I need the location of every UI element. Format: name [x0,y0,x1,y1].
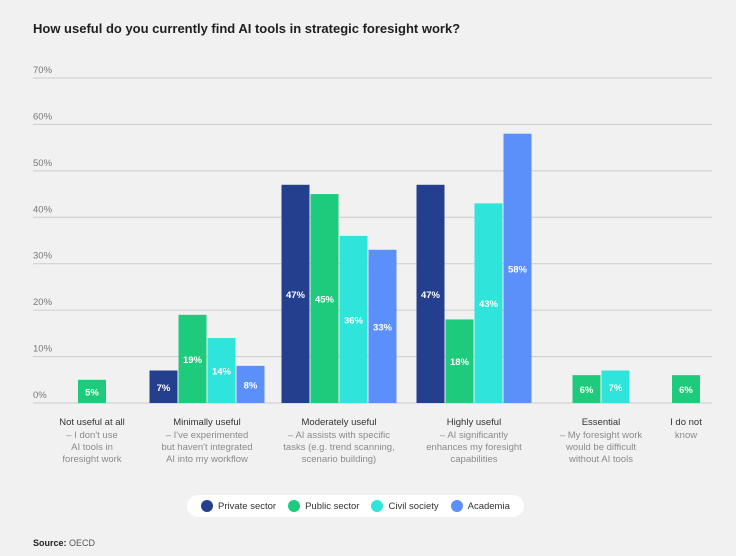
data-label: 5% [85,387,99,398]
legend: Private sector Public sector Civil socie… [187,495,524,517]
legend-item-civil-society[interactable]: Civil society [371,500,439,512]
x-category-label: Highly useful [447,417,501,428]
data-label: 47% [421,290,441,301]
x-category-desc: would be difficult [565,442,636,453]
data-label: 36% [344,315,364,326]
x-category-desc: – AI significantly [440,430,508,441]
y-tick-label: 60% [33,111,53,122]
bar [445,319,474,403]
legend-swatch-civil-society [371,500,384,512]
y-tick-label: 10% [33,344,53,355]
legend-label-civil-society: Civil society [388,500,439,512]
legend-swatch-public-sector [288,500,301,512]
x-category-label: Moderately useful [302,417,377,428]
legend-swatch-academia [450,500,463,512]
source-label: Source: [33,538,67,548]
x-category-desc: – I've experimented [166,430,249,441]
bar [236,365,265,403]
data-label: 6% [679,385,693,396]
bar [503,133,532,403]
bar [310,194,339,403]
data-label: 18% [450,357,470,368]
data-label: 14% [212,367,232,378]
bar [281,184,310,403]
bar [149,370,178,403]
bar [207,338,236,403]
x-category-label: Essential [582,417,621,428]
x-category-desc: capabilities [451,454,498,465]
x-category-desc: tasks (e.g. trend scanning, [283,442,394,453]
x-category-label: Minimally useful [173,417,241,428]
legend-label-private-sector: Private sector [218,500,277,512]
bar [572,375,601,403]
x-category-label: Not useful at all [59,417,124,428]
legend-item-public-sector[interactable]: Public sector [288,500,359,512]
legend-label-academia: Academia [467,500,510,512]
data-label: 6% [580,385,594,396]
x-category-desc: AI into my workflow [166,454,248,465]
x-category-desc: know [675,430,697,441]
x-category-label: I do not [670,417,702,428]
x-category-desc: but haven't integrated [161,442,252,453]
y-tick-label: 20% [33,297,53,308]
data-label: 8% [244,380,258,391]
legend-item-academia[interactable]: Academia [450,500,510,512]
x-category-desc: foresight work [62,454,121,465]
x-category-desc: enhances my foresight [426,442,522,453]
bar [339,235,368,403]
data-label: 33% [373,322,393,333]
chart-title: How useful do you currently find AI tool… [33,21,461,36]
source-note: Source: OECD [33,538,95,548]
data-label: 7% [609,383,623,394]
legend-label-public-sector: Public sector [305,500,360,512]
y-tick-label: 0% [33,390,47,401]
bar [672,375,700,403]
y-tick-label: 40% [33,204,53,215]
y-tick-label: 70% [33,65,53,76]
y-tick-label: 30% [33,251,53,262]
source-text: OECD [69,538,96,548]
legend-swatch-private-sector [201,500,213,512]
bar [178,314,207,403]
bar [601,370,630,403]
x-category-desc: AI tools in [71,442,113,453]
data-label: 47% [286,290,306,301]
x-category-desc: – AI assists with specific [288,430,390,441]
x-category-desc: – My foresight work [560,430,643,441]
bar [474,203,503,403]
x-category-desc: scenario building) [302,454,376,465]
data-label: 45% [315,295,335,306]
legend-item-private-sector[interactable]: Private sector [201,500,276,512]
data-label: 19% [183,355,203,366]
data-label: 58% [508,264,528,275]
x-category-desc: – I don't use [66,430,117,441]
x-category-desc: without AI tools [568,454,633,465]
bar [78,379,106,403]
data-label: 7% [157,383,171,394]
data-label: 43% [479,299,499,310]
bar [416,184,445,403]
bar [368,249,397,403]
y-tick-label: 50% [33,158,53,169]
